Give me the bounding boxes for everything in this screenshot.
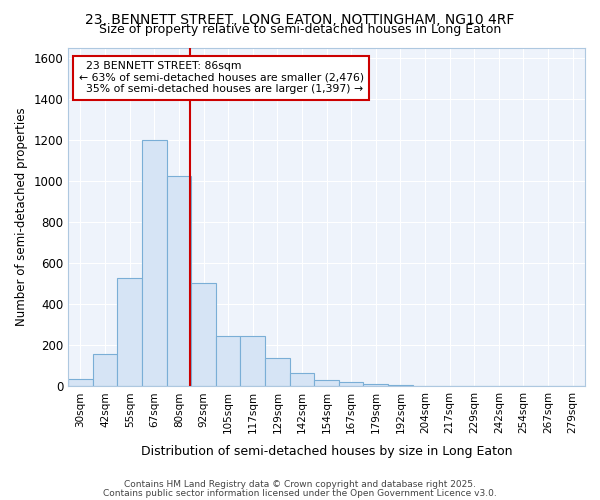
Bar (241, 336, 265, 386)
Bar (68, 379, 93, 386)
Bar (191, 282, 216, 387)
Bar (364, 384, 388, 386)
Bar (118, 278, 142, 386)
Bar (216, 336, 241, 386)
Bar (290, 373, 314, 386)
Y-axis label: Number of semi-detached properties: Number of semi-detached properties (15, 108, 28, 326)
Bar (314, 380, 339, 386)
Text: 23, BENNETT STREET, LONG EATON, NOTTINGHAM, NG10 4RF: 23, BENNETT STREET, LONG EATON, NOTTINGH… (85, 12, 515, 26)
Text: 23 BENNETT STREET: 86sqm
← 63% of semi-detached houses are smaller (2,476)
  35%: 23 BENNETT STREET: 86sqm ← 63% of semi-d… (79, 61, 364, 94)
Bar (93, 354, 118, 386)
Text: Size of property relative to semi-detached houses in Long Eaton: Size of property relative to semi-detach… (99, 22, 501, 36)
Bar (339, 382, 364, 386)
Bar (265, 358, 290, 386)
Text: Contains public sector information licensed under the Open Government Licence v3: Contains public sector information licen… (103, 488, 497, 498)
Text: Contains HM Land Registry data © Crown copyright and database right 2025.: Contains HM Land Registry data © Crown c… (124, 480, 476, 489)
Bar (167, 176, 191, 386)
Bar (142, 140, 167, 386)
X-axis label: Distribution of semi-detached houses by size in Long Eaton: Distribution of semi-detached houses by … (141, 444, 512, 458)
